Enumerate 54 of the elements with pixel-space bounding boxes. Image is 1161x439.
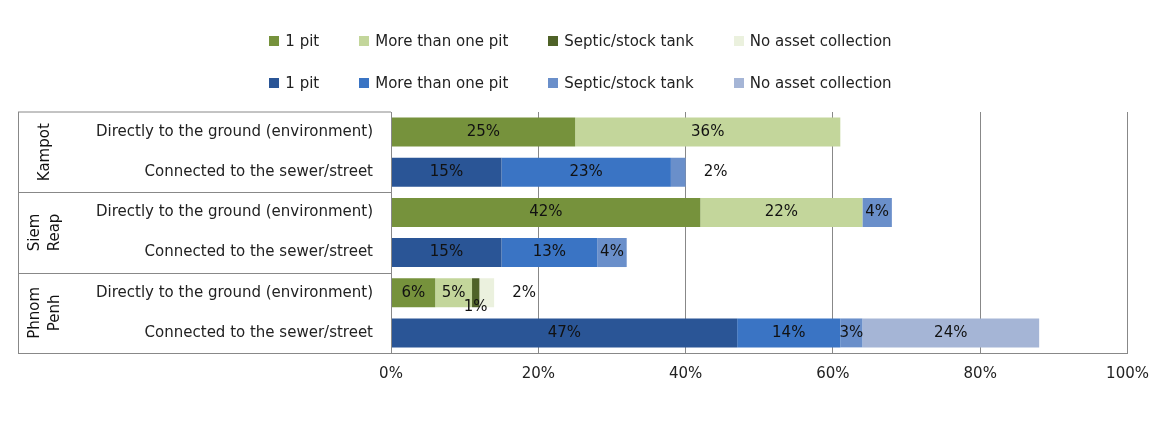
bar [501,238,598,268]
legend-label: No asset collection [749,74,892,92]
y-tick-label: Directly to the ground (environment) [95,202,374,221]
data-label: 42% [529,202,563,221]
x-tick-label: 100% [1106,363,1149,382]
bar [862,318,1040,348]
data-label: 6% [401,282,426,301]
legend-label: Septic/stock tank [564,32,694,50]
y-tick-label: Directly to the ground (environment) [95,121,374,140]
text: Phnom Penh [24,286,63,339]
x-tick-label: 40% [668,363,703,382]
data-label: 15% [429,162,464,181]
bar [501,157,671,187]
legend-label: More than one pit [375,74,509,92]
bar [391,238,502,268]
data-label: 1% [463,296,488,315]
y-tick-label: Connected to the sewer/street [144,242,374,261]
data-label: 13% [532,242,567,261]
y-tick-label: Connected to the sewer/street [144,322,374,341]
data-label: 14% [772,322,806,341]
data-label: 22% [764,202,799,221]
data-label: 24% [934,322,968,341]
x-tick-label: 60% [816,363,850,382]
x-tick-label: 80% [963,363,997,382]
bar [391,318,738,348]
data-label: 4% [600,242,624,261]
x-tick-label: 0% [379,363,403,382]
data-label: 47% [547,322,582,341]
bar [391,117,576,147]
legend-label: 1 pit [285,74,320,92]
y-tick-label: Directly to the ground (environment) [95,282,374,301]
bar [737,318,841,348]
legend-label: More than one pit [375,32,509,50]
y-tick-label: Connected to the sewer/street [144,162,374,181]
data-label: 4% [865,202,890,221]
bar [391,197,701,227]
bar [391,157,502,187]
data-label: 5% [441,282,466,301]
legend-label: 1 pit [285,32,320,50]
bar [575,117,841,147]
bar [700,197,863,227]
bar [670,157,686,187]
data-label: 2% [703,162,728,181]
data-label: 3% [839,322,864,341]
x-tick-label: 20% [521,363,555,382]
legend-label: No asset collection [749,32,892,50]
data-label: 2% [512,282,537,301]
data-label: 23% [569,162,603,181]
data-label: 36% [691,121,725,140]
legend-label: Septic/stock tank [564,74,694,92]
text: Kampot [34,123,53,182]
data-label: 15% [429,242,464,261]
data-label: 25% [466,121,500,140]
text: Siem Reap [24,213,63,252]
